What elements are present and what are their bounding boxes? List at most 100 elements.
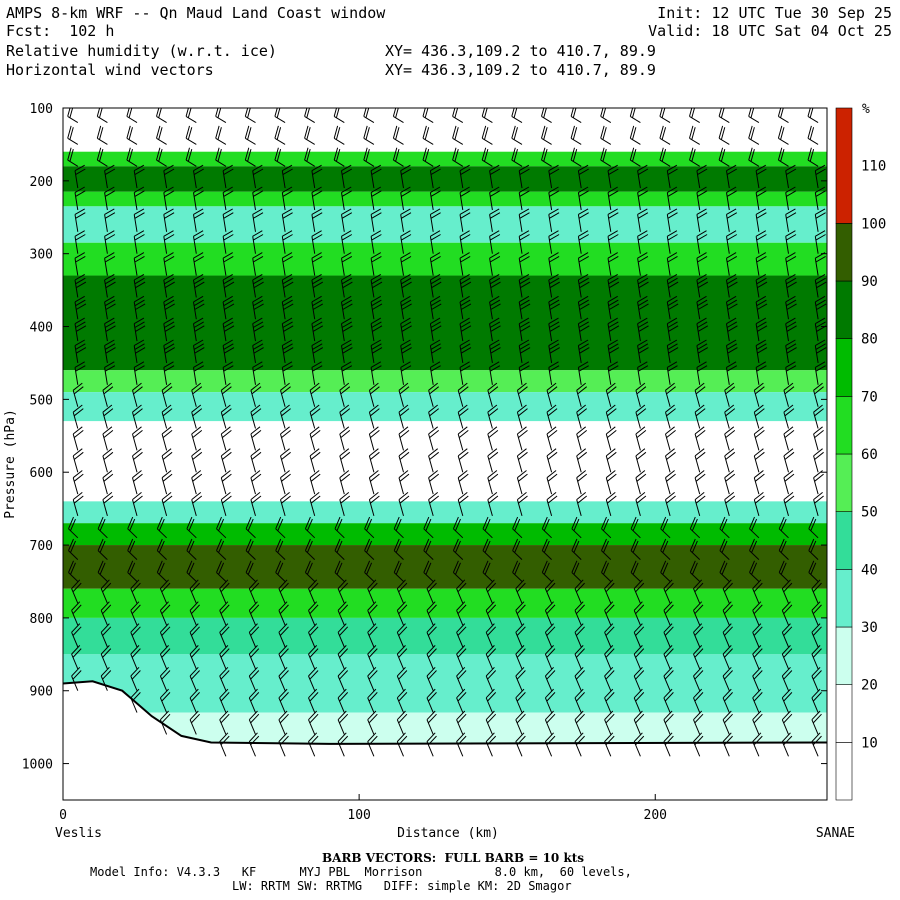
- wind-barb-9-22: [337, 579, 349, 604]
- wind-barb-23-18: [753, 492, 765, 517]
- wind-barb-2-3: [133, 164, 145, 189]
- wind-barb-18-8: [607, 273, 620, 298]
- wind-barb-22-14: [724, 404, 736, 429]
- wind-barb-6-20: [245, 538, 256, 560]
- wind-barb-4-21: [186, 560, 197, 582]
- wind-barb-9-10: [341, 317, 353, 342]
- wind-barb-10-4: [370, 186, 382, 211]
- wind-barb-13-19: [452, 516, 464, 539]
- wind-barb-4-0: [185, 108, 197, 124]
- wind-barb-22-21: [719, 560, 730, 582]
- wind-barb-15-13: [516, 382, 528, 407]
- wind-barb-9-11: [341, 339, 353, 363]
- wind-barb-6-14: [250, 404, 262, 429]
- wind-barb-2-10: [133, 317, 146, 342]
- wind-barb-18-29: [604, 732, 615, 757]
- wind-barb-19-23: [633, 601, 645, 626]
- wind-barb-10-15: [368, 426, 380, 451]
- wind-barb-5-16: [220, 448, 232, 473]
- wind-barb-12-3: [429, 164, 441, 189]
- wind-barb-3-19: [156, 516, 167, 539]
- wind-barb-1-18: [102, 492, 114, 517]
- wind-barb-24-1: [777, 125, 789, 145]
- barb-legend: BARB VECTORS: FULL BARB = 10 kts: [322, 851, 585, 865]
- wind-barb-24-2: [777, 147, 789, 167]
- wind-barb-16-22: [544, 579, 556, 604]
- wind-barb-4-2: [185, 147, 197, 167]
- wind-barb-6-7: [252, 252, 264, 276]
- wind-barb-22-20: [719, 538, 730, 560]
- wind-barb-13-6: [459, 230, 471, 254]
- wind-barb-4-11: [193, 339, 205, 363]
- wind-barb-9-5: [341, 208, 353, 232]
- wind-barb-16-2: [541, 147, 552, 167]
- wind-barb-11-13: [398, 382, 410, 407]
- wind-barb-5-24: [219, 623, 230, 648]
- wind-barb-7-29: [278, 732, 289, 757]
- rh-layer-10: [63, 501, 827, 524]
- wind-barb-12-1: [422, 125, 434, 145]
- wind-barb-18-14: [605, 404, 617, 429]
- wind-barb-20-0: [659, 108, 671, 124]
- wind-barb-23-25: [752, 645, 763, 670]
- wind-barb-4-20: [186, 538, 197, 560]
- wind-barb-0-1: [67, 125, 79, 145]
- wind-barb-9-6: [341, 230, 353, 254]
- wind-barb-25-27: [811, 688, 822, 713]
- wind-barb-25-16: [813, 448, 824, 473]
- wind-barb-11-2: [392, 147, 404, 167]
- wind-barb-14-7: [489, 252, 501, 276]
- wind-barb-24-25: [781, 645, 793, 670]
- wind-barb-5-26: [219, 666, 230, 691]
- wind-barb-9-18: [339, 492, 351, 517]
- wind-barb-11-4: [400, 186, 412, 211]
- wind-barb-22-11: [726, 339, 738, 363]
- wind-barb-24-20: [778, 538, 789, 560]
- wind-barb-19-21: [630, 560, 641, 582]
- wind-barb-1-14: [102, 404, 114, 429]
- wind-barb-20-19: [660, 516, 671, 539]
- wind-barb-0-11: [74, 339, 87, 363]
- wind-barb-15-2: [511, 147, 523, 167]
- wind-barb-5-11: [222, 339, 235, 363]
- wind-barb-4-16: [191, 448, 203, 473]
- wind-barb-16-15: [546, 426, 558, 451]
- wind-barb-20-12: [666, 361, 678, 385]
- wind-barb-21-10: [696, 317, 709, 342]
- wind-barb-19-29: [633, 732, 645, 757]
- wind-barb-21-20: [689, 538, 701, 560]
- wind-barb-14-18: [487, 492, 499, 517]
- wind-barb-19-24: [633, 623, 645, 648]
- wind-barb-22-28: [722, 710, 733, 735]
- wind-barb-20-5: [666, 208, 678, 232]
- wind-barb-9-23: [337, 601, 349, 626]
- wind-barb-18-4: [607, 186, 619, 211]
- wind-barb-25-9: [814, 295, 827, 320]
- wind-barb-3-2: [156, 147, 167, 167]
- rh-layer-3: [63, 191, 827, 207]
- wind-barb-11-3: [400, 164, 412, 189]
- wind-barb-24-16: [783, 448, 795, 473]
- wind-barb-24-29: [781, 732, 793, 757]
- wind-barb-10-27: [367, 688, 378, 713]
- wind-barb-12-9: [429, 295, 442, 320]
- wind-barb-23-11: [755, 339, 768, 363]
- wind-barb-13-10: [459, 317, 472, 342]
- colorbar-label-90: 90: [861, 274, 878, 290]
- wind-barb-5-15: [220, 426, 232, 451]
- wind-barb-21-5: [696, 208, 708, 232]
- wind-barb-22-23: [722, 601, 733, 626]
- wind-barb-2-2: [126, 147, 138, 167]
- wind-barb-13-17: [457, 470, 469, 495]
- wind-barb-23-17: [753, 470, 765, 495]
- wind-barb-23-21: [749, 560, 760, 582]
- wind-barb-10-1: [363, 125, 375, 145]
- wind-barb-1-6: [104, 230, 116, 254]
- wind-barb-8-6: [311, 230, 323, 254]
- wind-barb-22-15: [724, 426, 736, 451]
- wind-barb-13-4: [459, 186, 471, 211]
- rh-fill-layer: [63, 108, 827, 800]
- right-endpoint-label: SANAE: [816, 826, 855, 841]
- wind-barb-25-25: [811, 645, 822, 670]
- y-tick-label-800: 800: [30, 612, 53, 627]
